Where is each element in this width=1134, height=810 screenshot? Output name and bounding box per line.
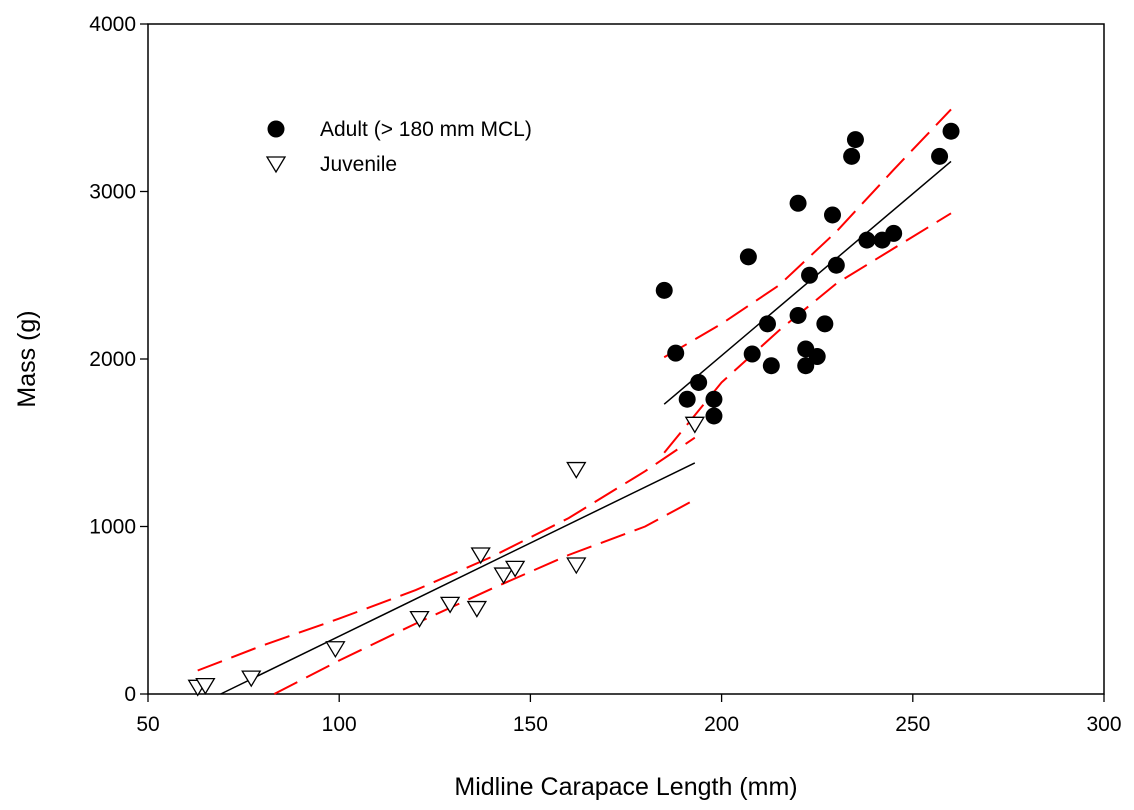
x-tick-label: 300 <box>1086 713 1121 736</box>
adult-point <box>808 347 826 365</box>
adult-point <box>705 390 723 408</box>
adult-point <box>678 390 696 408</box>
juvenile-point <box>566 461 587 479</box>
adult-point <box>739 248 757 266</box>
legend-adult-marker <box>267 120 285 138</box>
juvenile-point <box>566 557 587 575</box>
adult-point <box>858 231 876 249</box>
x-tick-label: 150 <box>513 713 548 736</box>
juvenile-point <box>504 560 526 578</box>
adult-point <box>690 373 708 391</box>
adult-point <box>885 224 903 242</box>
juvenile-point <box>409 610 430 628</box>
y-tick-label: 3000 <box>89 181 136 204</box>
juvenile-point <box>195 677 216 695</box>
legend-juvenile-marker <box>265 156 287 174</box>
juvenile-point <box>241 670 262 688</box>
adult-ci-upper-line <box>663 108 952 359</box>
data-points <box>187 122 960 697</box>
adult-point <box>789 194 807 212</box>
legend-juvenile-label: Juvenile <box>320 153 397 176</box>
juvenile-regression-line <box>220 462 696 695</box>
y-tick-label: 0 <box>124 683 136 706</box>
x-tick-label: 250 <box>895 713 930 736</box>
adult-point <box>942 122 960 140</box>
adult-point <box>797 357 815 375</box>
x-tick-label: 100 <box>322 713 357 736</box>
juvenile-ci-upper-line <box>197 436 696 672</box>
adult-point <box>827 256 845 274</box>
juvenile-point <box>325 641 346 659</box>
legend: Adult (> 180 mm MCL) Juvenile <box>265 118 532 176</box>
x-tick-label: 200 <box>704 713 739 736</box>
adult-point <box>758 315 776 333</box>
juvenile-point <box>684 416 705 434</box>
plot-frame <box>147 23 1105 695</box>
adult-point <box>846 131 864 149</box>
adult-point <box>743 345 761 363</box>
y-axis-title: Mass (g) <box>13 310 41 407</box>
adult-point <box>655 281 673 299</box>
y-tick-label: 4000 <box>89 13 136 36</box>
adult-point <box>705 407 723 425</box>
adult-point <box>667 344 685 362</box>
adult-point <box>801 266 819 284</box>
adult-point <box>931 147 949 165</box>
adult-point <box>816 315 834 333</box>
juvenile-point <box>466 600 488 618</box>
juvenile-point <box>493 567 514 585</box>
juvenile-point <box>470 547 491 565</box>
adult-point <box>762 357 780 375</box>
legend-adult-label: Adult (> 180 mm MCL) <box>320 118 532 141</box>
fit-lines <box>197 108 952 695</box>
y-tick-label: 1000 <box>89 516 136 539</box>
adult-point <box>843 147 861 165</box>
x-axis-title: Midline Carapace Length (mm) <box>454 773 797 801</box>
adult-point <box>823 206 841 224</box>
juvenile-ci-lower-line <box>273 498 696 695</box>
juvenile-point <box>439 596 461 614</box>
x-tick-label: 50 <box>136 713 159 736</box>
y-tick-label: 2000 <box>89 348 136 371</box>
adult-point <box>789 306 807 324</box>
